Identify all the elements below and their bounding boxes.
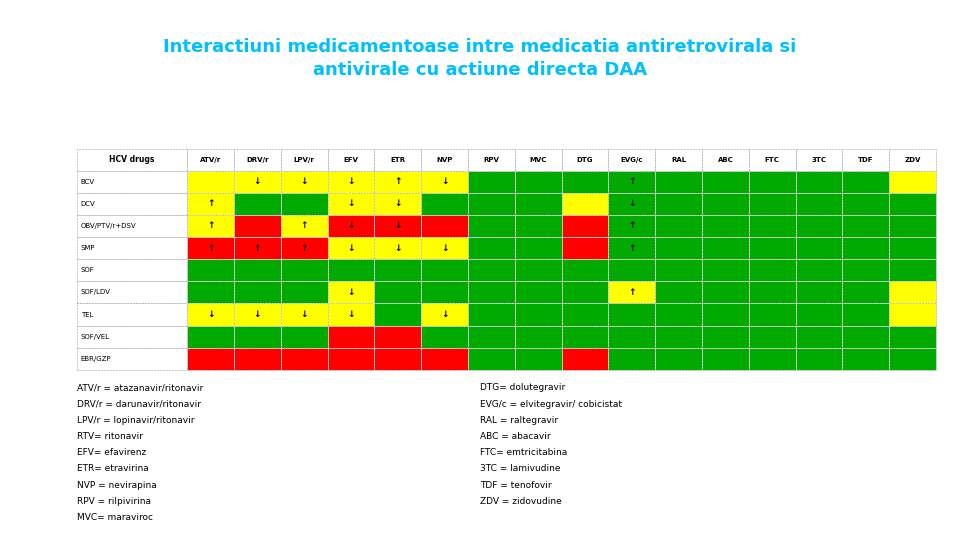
Text: ATV/r = atazanavir/ritonavir: ATV/r = atazanavir/ritonavir <box>77 383 204 393</box>
Text: SMP: SMP <box>81 245 95 251</box>
Text: ↑: ↑ <box>628 177 636 186</box>
Text: RPV = rilpivirina: RPV = rilpivirina <box>77 497 151 506</box>
Text: ↓: ↓ <box>628 199 636 208</box>
Text: 3TC: 3TC <box>811 157 827 163</box>
Text: ↓: ↓ <box>300 310 308 319</box>
Text: RPV: RPV <box>484 157 499 163</box>
Text: SOF: SOF <box>81 267 94 273</box>
Text: ↑: ↑ <box>253 244 261 253</box>
Text: EVG/c: EVG/c <box>620 157 643 163</box>
Text: ↓: ↓ <box>394 244 401 253</box>
Text: DRV/r: DRV/r <box>246 157 269 163</box>
Text: EFV= efavirenz: EFV= efavirenz <box>77 448 146 457</box>
Text: ETR: ETR <box>390 157 405 163</box>
Text: ↓: ↓ <box>253 310 261 319</box>
Text: ↓: ↓ <box>253 177 261 186</box>
Text: SOF/VEL: SOF/VEL <box>81 334 109 340</box>
Text: ↓: ↓ <box>441 310 448 319</box>
Text: ↓: ↓ <box>348 310 355 319</box>
Text: ↓: ↓ <box>441 177 448 186</box>
Text: ↓: ↓ <box>394 199 401 208</box>
Text: NVP: NVP <box>437 157 453 163</box>
Text: EBR/GZP: EBR/GZP <box>81 356 111 362</box>
Text: MVC= maraviroc: MVC= maraviroc <box>77 513 153 522</box>
Text: LPV/r: LPV/r <box>294 157 315 163</box>
Text: MVC: MVC <box>530 157 547 163</box>
Text: TDF: TDF <box>858 157 874 163</box>
Text: DCV: DCV <box>81 201 95 207</box>
Text: BCV: BCV <box>81 179 95 185</box>
Text: ↓: ↓ <box>348 199 355 208</box>
Text: TEL: TEL <box>81 312 93 318</box>
Text: ↓: ↓ <box>394 221 401 231</box>
Text: RAL = raltegravir: RAL = raltegravir <box>480 416 558 425</box>
Text: DTG= dolutegravir: DTG= dolutegravir <box>480 383 565 393</box>
Text: HCV drugs: HCV drugs <box>109 155 155 164</box>
Text: TDF = tenofovir: TDF = tenofovir <box>480 481 552 490</box>
Text: ↑: ↑ <box>300 244 308 253</box>
Text: RTV= ritonavir: RTV= ritonavir <box>77 432 143 441</box>
Text: ↓: ↓ <box>300 177 308 186</box>
Text: Interactiuni medicamentoase intre medicatia antiretrovirala si
antivirale cu act: Interactiuni medicamentoase intre medica… <box>163 38 797 79</box>
Text: ↓: ↓ <box>348 177 355 186</box>
Text: ATV/r: ATV/r <box>200 157 221 163</box>
Text: EVG/c = elvitegravir/ cobicistat: EVG/c = elvitegravir/ cobicistat <box>480 400 622 409</box>
Text: ZDV = zidovudine: ZDV = zidovudine <box>480 497 562 506</box>
Text: OBV/PTV/r+DSV: OBV/PTV/r+DSV <box>81 223 136 229</box>
Text: 3TC = lamivudine: 3TC = lamivudine <box>480 464 561 474</box>
Text: ABC = abacavir: ABC = abacavir <box>480 432 551 441</box>
Text: ZDV: ZDV <box>904 157 921 163</box>
Text: ↓: ↓ <box>441 244 448 253</box>
Text: LPV/r = lopinavir/ritonavir: LPV/r = lopinavir/ritonavir <box>77 416 194 425</box>
Text: ↑: ↑ <box>628 244 636 253</box>
Text: RAL: RAL <box>671 157 686 163</box>
Text: ↑: ↑ <box>206 221 214 231</box>
Text: EFV: EFV <box>344 157 358 163</box>
Text: ↓: ↓ <box>206 310 214 319</box>
Text: SOF/LDV: SOF/LDV <box>81 289 110 295</box>
Text: ↓: ↓ <box>348 244 355 253</box>
Text: NVP = nevirapina: NVP = nevirapina <box>77 481 156 490</box>
Text: ↑: ↑ <box>206 244 214 253</box>
Text: ↑: ↑ <box>628 288 636 297</box>
Text: ↑: ↑ <box>300 221 308 231</box>
Text: ↓: ↓ <box>348 288 355 297</box>
Text: ABC: ABC <box>717 157 733 163</box>
Text: ↑: ↑ <box>206 199 214 208</box>
Text: FTC= emtricitabina: FTC= emtricitabina <box>480 448 567 457</box>
Text: FTC: FTC <box>765 157 780 163</box>
Text: DTG: DTG <box>577 157 593 163</box>
Text: DRV/r = darunavir/ritonavir: DRV/r = darunavir/ritonavir <box>77 400 201 409</box>
Text: ↑: ↑ <box>394 177 401 186</box>
Text: ↓: ↓ <box>348 221 355 231</box>
Text: ETR= etravirina: ETR= etravirina <box>77 464 149 474</box>
Text: ↑: ↑ <box>628 221 636 231</box>
